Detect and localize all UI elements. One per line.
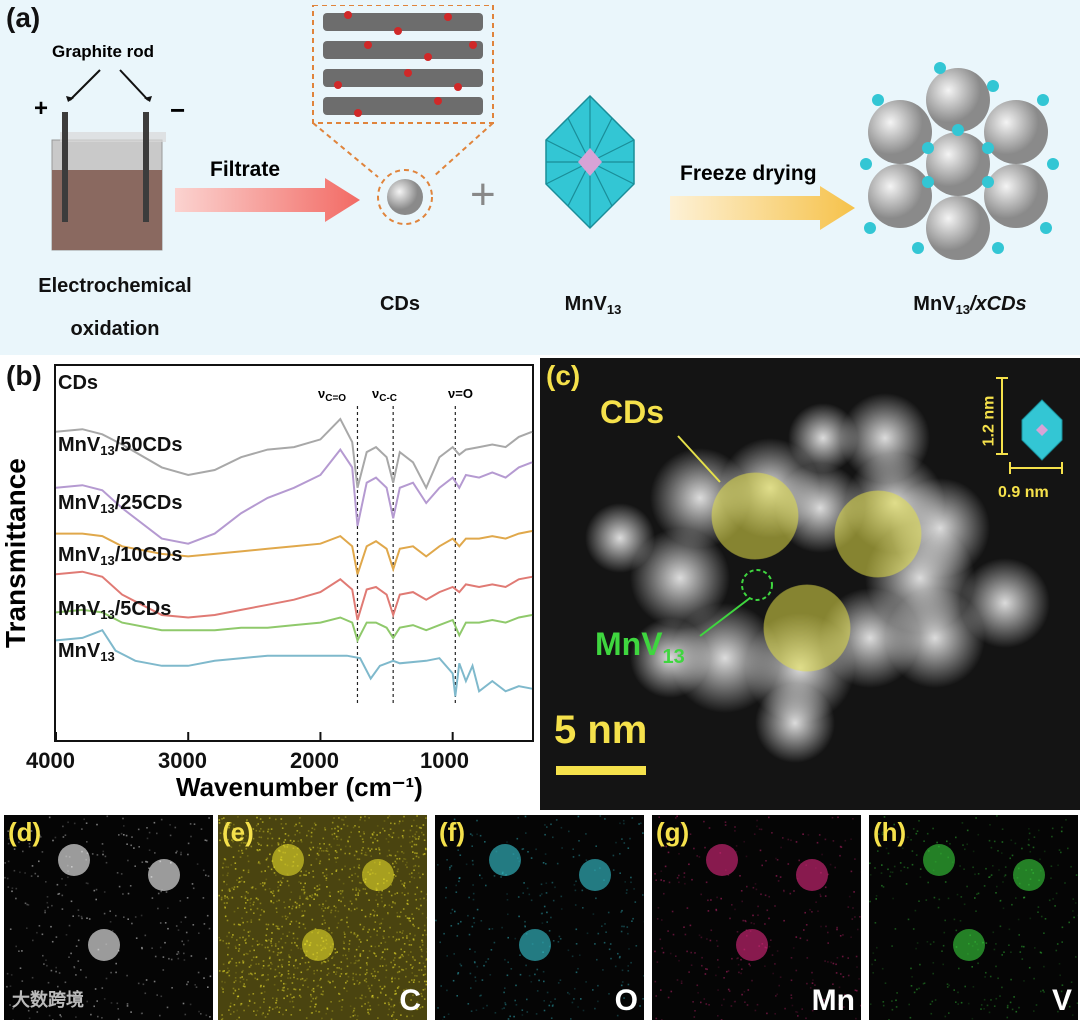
particle-spot-0 (706, 844, 738, 876)
particle-spot-0 (272, 844, 304, 876)
map-image-3 (652, 815, 861, 1020)
scale-bar-label: 5 nm (554, 708, 648, 752)
map-e-carbon: (e) C (218, 815, 427, 1020)
x-tick-3000: 3000 (158, 748, 207, 773)
filtrate-arrow (175, 178, 360, 222)
composite-structure-illustration (860, 62, 1059, 260)
mnv13-dimension-inset (996, 377, 1063, 474)
cds-structure-inset (312, 5, 494, 225)
x-tick-2000: 2000 (290, 748, 339, 773)
particle-spot-1 (1013, 859, 1045, 891)
oxidation-label: oxidation (70, 318, 160, 340)
series-line-3 (55, 570, 533, 621)
particle-spot-1 (579, 859, 611, 891)
curve-label-5cds: MnV13/5CDs (58, 598, 172, 622)
dimension-width-label: 0.9 nm (998, 484, 1049, 501)
particle-spot-2 (736, 929, 768, 961)
particle-spot-0 (58, 844, 90, 876)
map-label-1: (e) (222, 817, 254, 847)
anode-plus-sign: + (34, 95, 49, 122)
curve-label-cds: CDs (58, 372, 99, 394)
electrochemical-label: Electrochemical (38, 275, 192, 297)
series-line-1 (55, 447, 533, 545)
particle-spot-2 (88, 929, 120, 961)
ftir-chart (54, 364, 534, 742)
panel-c-tem-image: (c) CDs MnV13 5 nm 1.2 nm 0.9 nm (540, 358, 1080, 810)
particle-spot-1 (796, 859, 828, 891)
map-element-3: Mn (811, 984, 855, 1017)
x-tick-1000: 1000 (420, 748, 469, 773)
annotation-v-o: ν=O (448, 386, 473, 401)
combine-plus-sign: + (470, 170, 496, 219)
map-label-0: (d) (8, 817, 42, 847)
tem-mnv13-label: MnV13 (595, 626, 685, 668)
curve-label-50cds: MnV13/50CDs (58, 434, 183, 458)
series-line-5 (55, 628, 533, 697)
particle-spot-2 (519, 929, 551, 961)
panel-b-label: (b) (6, 360, 42, 391)
panel-a: (a) Graphite rod + − Electrochemical oxi… (0, 0, 1080, 355)
particle-spot-1 (148, 859, 180, 891)
map-image-2 (435, 815, 644, 1020)
series-line-4 (55, 608, 533, 644)
map-label-3: (g) (656, 817, 690, 847)
particle-spot-2 (302, 929, 334, 961)
map-element-2: O (614, 984, 638, 1017)
watermark: 大数跨境 (12, 990, 84, 1010)
map-label-4: (h) (873, 817, 907, 847)
curve-label-mnv13: MnV13 (58, 640, 115, 664)
y-axis-label: Transmittance (0, 458, 31, 648)
cds-label: CDs (379, 293, 420, 315)
curve-label-25cds: MnV13/25CDs (58, 492, 183, 516)
map-image-4 (869, 815, 1078, 1020)
particle-spot-2 (953, 929, 985, 961)
series-line-0 (55, 417, 533, 491)
mnv13-label: MnV13 (564, 293, 622, 317)
tem-background (556, 393, 1050, 775)
x-tick-4000: 4000 (26, 748, 75, 773)
map-f-oxygen: (f) O (435, 815, 644, 1020)
composite-label: MnV13/xCDs (913, 293, 1027, 317)
particle-spot-0 (489, 844, 521, 876)
series-line-2 (56, 530, 533, 575)
map-g-manganese: (g) Mn (652, 815, 861, 1020)
x-axis-label: Wavenumber (cm⁻¹) (176, 772, 423, 802)
map-image-1 (218, 815, 427, 1020)
particle-spot-0 (923, 844, 955, 876)
panel-c-label: (c) (546, 360, 581, 391)
map-label-2: (f) (439, 817, 465, 847)
dimension-height-label: 1.2 nm (980, 395, 998, 447)
electrochemical-cell-illustration (51, 69, 166, 251)
map-element-1: C (399, 984, 421, 1017)
annotation-c-o: νC=O (318, 386, 347, 404)
freeze-drying-label: Freeze drying (680, 162, 817, 185)
annotation-c-c: νC-C (372, 386, 398, 404)
freeze-drying-arrow (670, 186, 855, 230)
particle-spot-1 (362, 859, 394, 891)
cathode-minus-sign: − (170, 95, 186, 125)
filtrate-label: Filtrate (210, 158, 281, 181)
panel-a-label: (a) (6, 2, 41, 33)
map-image-0 (4, 815, 213, 1020)
mnv13-polyhedron-icon (545, 94, 635, 230)
map-d-haadf: (d) (4, 815, 213, 1020)
map-element-4: V (1051, 984, 1072, 1017)
map-h-vanadium: (h) V (869, 815, 1078, 1020)
tem-cds-label: CDs (600, 394, 665, 430)
graphite-rod-label: Graphite rod (52, 42, 155, 61)
curve-label-10cds: MnV13/10CDs (58, 544, 183, 568)
